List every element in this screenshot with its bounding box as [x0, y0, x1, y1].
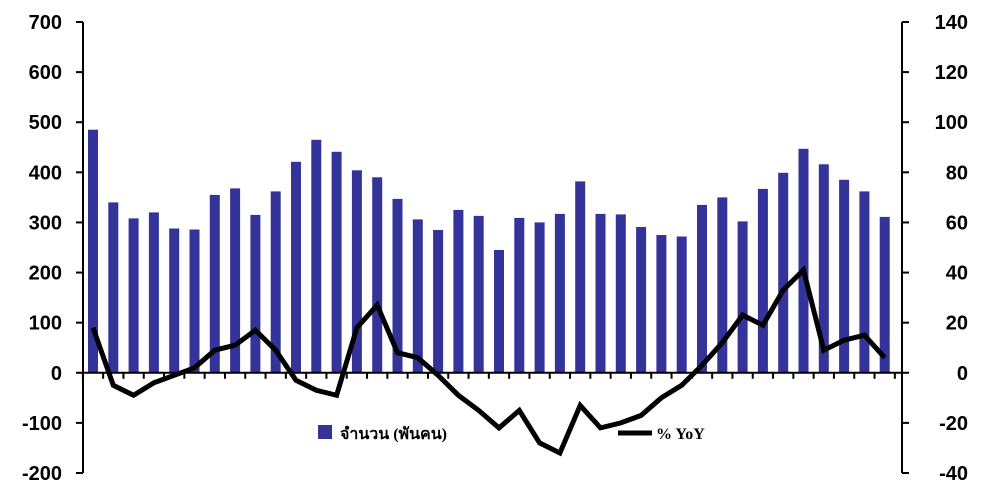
bar: [331, 151, 342, 373]
bar: [351, 170, 362, 373]
right-tick-label: 0: [957, 363, 968, 385]
bar: [778, 172, 789, 373]
bar: [169, 228, 180, 373]
bar: [128, 218, 139, 373]
bar: [433, 230, 444, 373]
bar: [737, 221, 748, 373]
bar: [230, 188, 241, 373]
bar: [554, 213, 565, 373]
right-tick-label: 80: [946, 162, 968, 184]
right-tick-label: 120: [935, 62, 968, 84]
bar: [595, 213, 606, 373]
bar: [697, 204, 707, 373]
bar: [757, 188, 768, 373]
bar: [615, 214, 626, 373]
bar: [250, 214, 261, 373]
right-axis-ticks: 140 120 100 80 60 40 20 0 -20 -40: [902, 12, 968, 484]
left-tick-label: -100: [22, 413, 62, 435]
left-tick-label: 0: [51, 363, 62, 385]
bar: [676, 236, 687, 373]
bar: [148, 212, 159, 373]
line-series: [90, 265, 887, 457]
bar: [392, 198, 403, 373]
left-tick-label: 400: [29, 162, 62, 184]
bar: [656, 235, 667, 373]
bar: [575, 181, 586, 373]
bar: [818, 164, 829, 373]
left-tick-label: 700: [29, 12, 62, 34]
yoy-line: [90, 265, 887, 457]
bar: [839, 179, 850, 373]
bar: [412, 219, 423, 373]
bar: [291, 161, 301, 373]
right-tick-label: 20: [946, 313, 968, 335]
bar: [88, 129, 98, 373]
left-tick-label: 600: [29, 62, 62, 84]
legend: จำนวน (พันคน) % YoY: [318, 425, 705, 443]
bar: [209, 194, 220, 373]
right-tick-label: 40: [946, 263, 968, 285]
left-tick-label: 100: [29, 313, 62, 335]
bar: [453, 209, 464, 373]
left-tick-label: -200: [22, 463, 62, 484]
right-tick-label: 140: [935, 12, 968, 34]
bar: [534, 222, 545, 373]
legend-bar-swatch: [318, 425, 332, 439]
bar: [108, 202, 119, 373]
right-tick-label: -40: [939, 463, 968, 484]
left-axis-ticks: 700 600 500 400 300 200 100 0 -100 -200: [22, 12, 896, 484]
bar: [859, 191, 870, 373]
bar: [311, 139, 322, 373]
bar: [270, 191, 281, 373]
bar-series: [88, 129, 890, 373]
bar: [473, 215, 484, 373]
left-tick-label: 300: [29, 212, 62, 234]
right-tick-label: 60: [946, 212, 968, 234]
legend-bar-label: จำนวน (พันคน): [340, 425, 447, 443]
bar: [636, 227, 647, 373]
bar: [717, 197, 728, 373]
right-tick-label: -20: [939, 413, 968, 435]
right-tick-label: 100: [935, 112, 968, 134]
bar: [189, 229, 200, 373]
bar: [372, 177, 383, 373]
bar: [494, 250, 504, 373]
left-tick-label: 200: [29, 263, 62, 285]
bar: [879, 216, 890, 373]
bar: [798, 148, 809, 373]
bar: [514, 217, 525, 373]
left-tick-label: 500: [29, 112, 62, 134]
legend-line-label: % YoY: [656, 426, 705, 443]
